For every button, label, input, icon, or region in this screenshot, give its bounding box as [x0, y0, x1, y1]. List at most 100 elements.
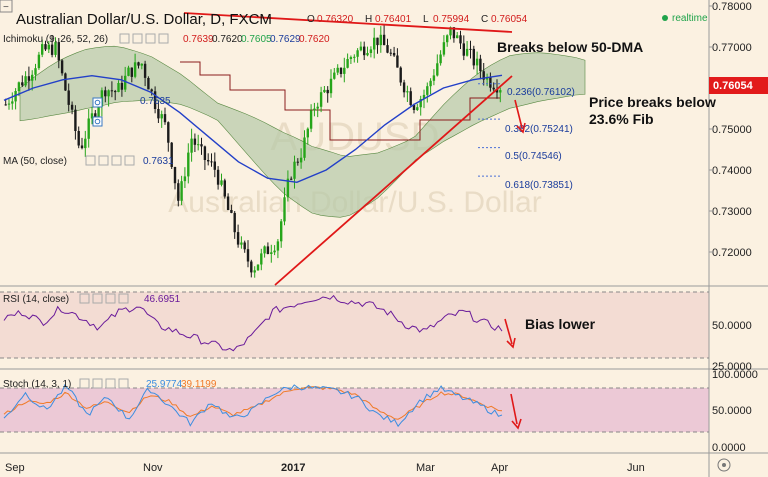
candle-body: [74, 109, 77, 131]
rsi-label: RSI (14, close): [3, 294, 69, 305]
candle-body: [432, 75, 436, 81]
candle-body: [439, 54, 442, 64]
candle-body: [266, 246, 270, 254]
candle-body: [243, 242, 246, 250]
candle-body: [7, 103, 11, 105]
candle-body: [469, 48, 472, 50]
ichimoku-value: 0.7639: [183, 34, 214, 45]
candle-body: [353, 56, 356, 58]
last-price-tag: [709, 77, 768, 94]
candle-body: [492, 87, 495, 90]
candle-body: [462, 43, 465, 56]
candle-body: [34, 68, 37, 75]
candle-body: [187, 152, 190, 177]
candle-body: [11, 101, 14, 104]
candle-body: [193, 138, 197, 145]
candle-body: [260, 253, 263, 265]
candle-body: [399, 67, 402, 83]
collapse-box[interactable]: [0, 0, 13, 13]
candle-body: [392, 53, 396, 56]
candle-body: [167, 122, 170, 143]
candle-body: [120, 83, 124, 90]
annotation-breaks-ma: Breaks below 50-DMA: [497, 39, 643, 55]
ichimoku-controls[interactable]: [119, 33, 169, 44]
candle-body: [346, 59, 349, 68]
fib-label-618: 0.618(0.73851): [505, 180, 573, 191]
candle-body: [456, 35, 459, 39]
price-ytick: 0.78000: [712, 1, 752, 13]
trendline-resistance: [183, 12, 513, 33]
candle-body: [376, 37, 379, 46]
candle-body: [207, 160, 210, 162]
candle-body: [283, 197, 286, 222]
ma50-line: [3, 74, 503, 184]
arrow-stoch-down: [510, 393, 522, 430]
candles-layer: [4, 25, 502, 278]
candle-body: [47, 44, 50, 50]
candle-body: [250, 261, 253, 273]
candle-body: [97, 106, 100, 118]
price-ytick: 0.77000: [712, 42, 752, 54]
candle-body: [236, 232, 240, 245]
candle-body: [190, 138, 193, 153]
xlabel-apr: Apr: [491, 462, 508, 474]
candle-body: [220, 180, 223, 185]
ohlc-readout: O 0.76320 H 0.76401 L 0.75994 C 0.76054: [307, 14, 528, 25]
rsi-controls[interactable]: [79, 293, 129, 304]
candle-body: [299, 157, 303, 163]
xlabel-mar: Mar: [416, 462, 435, 474]
stoch-k-value: 25.9774: [146, 379, 183, 390]
candle-body: [449, 27, 452, 36]
fib-label-236: 0.236(0.76102): [507, 87, 575, 98]
arrow-price-down: [514, 99, 526, 134]
trendline-support: [274, 75, 513, 286]
candle-body: [150, 89, 153, 92]
settings-buttons[interactable]: [92, 97, 103, 127]
candle-body: [499, 90, 502, 93]
candle-body: [160, 114, 163, 119]
corner-settings[interactable]: [717, 458, 731, 472]
ohlc-key: H: [365, 14, 372, 25]
candle-body: [200, 144, 203, 147]
ichimoku-value: 0.7620: [212, 34, 243, 45]
candle-body: [127, 67, 130, 76]
candle-body: [286, 178, 290, 198]
candle-body: [140, 63, 143, 66]
candle-body: [67, 90, 70, 105]
stoch-controls[interactable]: [79, 378, 129, 389]
candle-body: [240, 242, 243, 245]
candle-body: [452, 27, 456, 39]
price-ytick: 0.74000: [712, 165, 752, 177]
annotation-bias-lower: Bias lower: [525, 316, 596, 332]
candle-body: [246, 249, 250, 262]
candle-body: [44, 44, 47, 50]
collapse-icon[interactable]: −: [3, 2, 9, 13]
stoch-layer: [3, 383, 503, 428]
candle-body: [379, 34, 382, 46]
candle-body: [333, 72, 336, 79]
candle-body: [369, 49, 373, 53]
ohlc-key: C: [481, 14, 488, 25]
candle-body: [253, 270, 256, 273]
candle-body: [130, 67, 133, 77]
candle-body: [226, 196, 230, 210]
candle-body: [24, 76, 27, 86]
candle-body: [216, 169, 220, 185]
candle-body: [309, 110, 313, 129]
candle-body: [306, 128, 309, 138]
ma50-controls[interactable]: [85, 155, 135, 166]
candle-body: [180, 181, 183, 201]
stoch-ytick-0: 0.0000: [712, 442, 746, 454]
ma50-label: MA (50, close): [3, 156, 67, 167]
candle-body: [412, 105, 416, 110]
candle-body: [4, 104, 7, 106]
candle-body: [446, 35, 449, 43]
candle-body: [336, 67, 339, 73]
candle-body: [489, 77, 492, 88]
candle-body: [459, 35, 462, 44]
candle-body: [60, 60, 64, 74]
candle-body: [263, 246, 266, 254]
candle-body: [465, 48, 469, 56]
ma50-layer: [3, 74, 503, 184]
